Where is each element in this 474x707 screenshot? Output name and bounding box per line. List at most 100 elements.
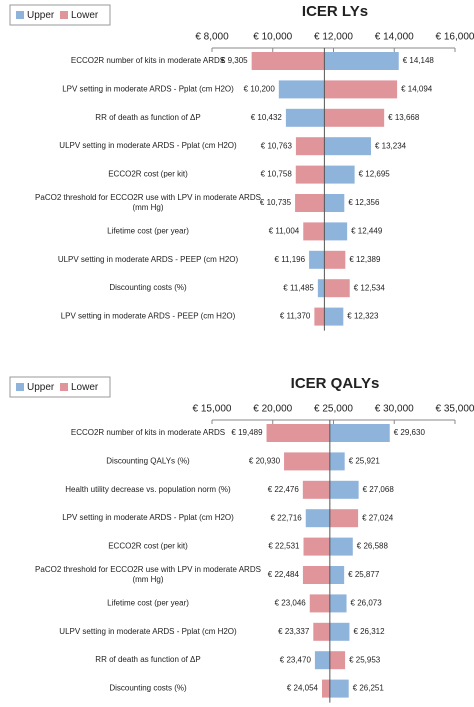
- value-label: € 11,370: [280, 312, 311, 321]
- value-label: € 22,531: [268, 542, 300, 551]
- category-label: LPV setting in moderate ARDS - Pplat (cm…: [62, 85, 234, 94]
- bar: [303, 222, 325, 241]
- bar: [314, 307, 325, 326]
- category-label: ECCO2R number of kits in moderate ARDS: [71, 56, 225, 65]
- value-label: € 29,630: [394, 428, 426, 437]
- category-label: Discounting costs (%): [109, 684, 187, 693]
- value-label: € 24,054: [287, 684, 319, 693]
- category-label: LPV setting in moderate ARDS - PEEP (cm …: [61, 312, 236, 321]
- value-label: € 12,356: [348, 198, 380, 207]
- value-label: € 27,024: [362, 513, 394, 522]
- x-tick-label: € 8,000: [195, 32, 229, 43]
- bar: [303, 537, 330, 556]
- bar: [278, 80, 325, 99]
- value-label: € 10,432: [251, 113, 283, 122]
- legend-label: Lower: [71, 382, 99, 393]
- value-label: € 9,305: [221, 56, 248, 65]
- bar: [266, 424, 330, 442]
- value-label: € 25,921: [349, 457, 381, 466]
- category-label: ECCO2R number of kits in moderate ARDS: [71, 428, 225, 437]
- value-label: € 26,588: [357, 542, 389, 551]
- category-label: Lifetime cost (per year): [107, 599, 189, 608]
- value-label: € 23,337: [278, 627, 310, 636]
- value-label: € 22,476: [268, 485, 300, 494]
- value-label: € 13,234: [375, 141, 407, 150]
- value-label: € 22,484: [268, 570, 300, 579]
- category-label: Health utility decrease vs. population n…: [65, 485, 231, 494]
- bar: [329, 651, 346, 670]
- category-label: Discounting costs (%): [109, 283, 187, 292]
- value-label: € 10,735: [260, 198, 292, 207]
- bar: [329, 537, 353, 556]
- legend-swatch: [16, 383, 24, 391]
- value-label: € 12,389: [349, 255, 381, 264]
- category-label: ECCO2R cost (per kit): [108, 542, 188, 551]
- bar: [329, 424, 390, 442]
- value-label: € 25,953: [349, 655, 381, 664]
- bar: [329, 452, 345, 471]
- category-label: PaCO2 threshold for ECCO2R use with LPV …: [35, 565, 261, 584]
- bar: [251, 52, 325, 70]
- bar: [314, 651, 330, 670]
- bar: [324, 250, 346, 269]
- legend-label: Upper: [27, 10, 55, 21]
- value-label: € 11,196: [275, 255, 306, 264]
- bar: [309, 250, 325, 269]
- value-label: € 12,323: [347, 312, 379, 321]
- bar: [324, 80, 398, 99]
- bar: [317, 279, 325, 298]
- x-tick-label: € 35,000: [436, 404, 474, 415]
- x-tick-label: € 14,000: [375, 32, 414, 43]
- bar: [329, 594, 347, 613]
- bar: [295, 137, 325, 156]
- bar: [284, 452, 330, 471]
- bar: [285, 108, 325, 127]
- bar: [302, 480, 330, 499]
- bar: [324, 279, 350, 298]
- chart-title: ICER LYs: [302, 3, 368, 20]
- legend-swatch: [60, 383, 68, 391]
- category-label: Lifetime cost (per year): [107, 227, 189, 236]
- value-label: € 23,046: [275, 599, 307, 608]
- bar: [329, 679, 349, 698]
- category-label: ULPV setting in moderate ARDS - PEEP (cm…: [58, 255, 239, 264]
- chart-title: ICER QALYs: [291, 375, 380, 392]
- bar: [322, 679, 330, 698]
- legend-swatch: [60, 11, 68, 19]
- x-tick-label: € 10,000: [253, 32, 292, 43]
- category-label: ULPV setting in moderate ARDS - Pplat (c…: [59, 141, 237, 150]
- bar: [305, 509, 330, 528]
- bar: [329, 480, 359, 499]
- x-tick-label: € 30,000: [375, 404, 414, 415]
- bar: [302, 566, 330, 584]
- bar: [324, 108, 385, 127]
- bar: [295, 194, 325, 212]
- value-label: € 12,449: [351, 227, 383, 236]
- category-label: ULPV setting in moderate ARDS - Pplat (c…: [59, 627, 237, 636]
- category-label: RR of death as function of ΔP: [95, 655, 200, 664]
- value-label: € 14,148: [403, 56, 435, 65]
- category-label: LPV setting in moderate ARDS - Pplat (cm…: [62, 513, 234, 522]
- category-label: ECCO2R cost (per kit): [108, 170, 188, 179]
- bar: [324, 52, 399, 70]
- value-label: € 19,489: [231, 428, 263, 437]
- value-label: € 10,200: [244, 85, 276, 94]
- bar: [324, 222, 348, 241]
- bar: [329, 509, 359, 528]
- bar: [324, 307, 344, 326]
- bar: [329, 566, 345, 584]
- bar: [324, 137, 371, 156]
- bar: [324, 165, 355, 184]
- x-tick-label: € 16,000: [436, 32, 474, 43]
- value-label: € 20,930: [249, 457, 281, 466]
- value-label: € 12,695: [359, 170, 391, 179]
- x-tick-label: € 20,000: [253, 404, 292, 415]
- value-label: € 26,251: [353, 684, 385, 693]
- x-tick-label: € 25,000: [314, 404, 353, 415]
- category-label: RR of death as function of ΔP: [95, 113, 200, 122]
- value-label: € 22,716: [271, 513, 303, 522]
- bar: [309, 594, 330, 613]
- bar: [295, 165, 325, 184]
- value-label: € 14,094: [401, 85, 433, 94]
